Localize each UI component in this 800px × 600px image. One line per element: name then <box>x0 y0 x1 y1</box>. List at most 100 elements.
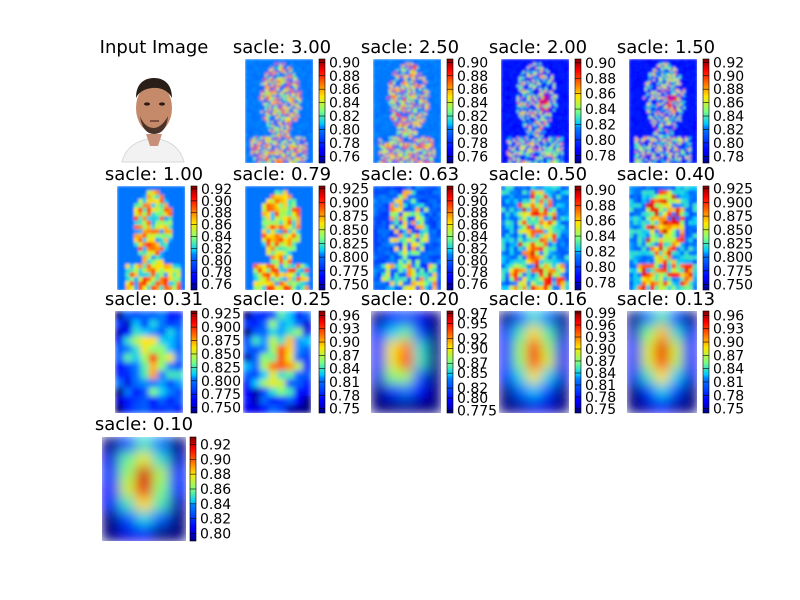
colorbar-tick-label: 0.78 <box>329 136 360 152</box>
heatmap-cells <box>629 59 697 163</box>
colorbar: 0.900.880.860.840.820.800.78 <box>574 183 616 291</box>
panel-title: sacle: 3.00 <box>233 37 331 58</box>
colorbar-tick-label: 0.750 <box>329 278 369 294</box>
colorbar-tick-label: 0.96 <box>329 308 360 324</box>
panel-title: sacle: 0.31 <box>105 289 203 310</box>
heatmap-cells <box>501 59 569 163</box>
colorbar-tick-label: 0.87 <box>457 356 488 372</box>
colorbar-tick-label: 0.75 <box>329 402 360 418</box>
colorbar-tick-label: 0.80 <box>200 527 231 543</box>
colorbar-tick-label: 0.75 <box>713 402 744 418</box>
panel-title: sacle: 0.16 <box>489 289 587 310</box>
colorbar-tick-label: 0.925 <box>201 307 241 323</box>
colorbar-tick-label: 0.84 <box>329 362 360 378</box>
colorbar-tick-label: 0.900 <box>713 195 753 211</box>
colorbar-tick-label: 0.90 <box>329 335 360 351</box>
heatmap-cells <box>627 311 697 413</box>
colorbar-tick-label: 0.75 <box>585 402 616 418</box>
colorbar-tick-label: 0.88 <box>201 206 232 222</box>
colorbar: 0.990.960.930.900.870.840.810.780.75 <box>574 306 616 418</box>
heatmap-panel <box>373 186 441 290</box>
heatmap-panel <box>115 311 183 413</box>
colorbar-tick-label: 0.80 <box>585 133 616 149</box>
colorbar-tick-label: 0.76 <box>457 149 488 165</box>
colorbar-tick-label: 0.925 <box>713 182 753 198</box>
colorbar-tick-label: 0.85 <box>457 366 488 382</box>
heatmap-cells <box>501 186 569 290</box>
colorbar-tick-label: 0.95 <box>457 316 488 332</box>
heatmap-panel <box>245 186 313 290</box>
colorbar-tick-label: 0.750 <box>201 401 241 417</box>
colorbar-tick-label: 0.80 <box>457 253 488 269</box>
colorbar-tick-label: 0.78 <box>329 388 360 404</box>
heatmap-cells <box>245 59 313 163</box>
colorbar-tick-label: 0.84 <box>457 96 488 112</box>
heatmap-panel <box>245 59 313 163</box>
colorbar-tick-label: 0.82 <box>329 109 360 125</box>
heatmap-panel <box>117 186 185 290</box>
heatmap-cells <box>371 311 441 413</box>
colorbar: 0.920.900.880.860.840.820.800.780.76 <box>190 182 232 293</box>
colorbar-tick-label: 0.84 <box>713 362 744 378</box>
colorbar-tick-label: 0.86 <box>585 87 616 103</box>
colorbar: 0.920.900.880.860.840.820.800.780.76 <box>446 182 488 293</box>
heatmap-panel <box>373 59 441 163</box>
colorbar-tick-label: 0.825 <box>329 236 369 252</box>
colorbar-tick-label: 0.800 <box>713 250 753 266</box>
panel-title: sacle: 0.79 <box>233 164 331 185</box>
colorbar-tick-label: 0.88 <box>585 71 616 87</box>
colorbar-tick-label: 0.82 <box>585 117 616 133</box>
colorbar-tick-label: 0.78 <box>713 388 744 404</box>
colorbar-tick-label: 0.92 <box>457 182 488 198</box>
colorbar-tick-label: 0.82 <box>585 244 616 260</box>
heatmap-cells <box>243 311 311 413</box>
colorbar-tick-label: 0.775 <box>713 264 753 280</box>
colorbar-tick-label: 0.88 <box>329 69 360 85</box>
colorbar-tick-label: 0.78 <box>457 136 488 152</box>
colorbar-tick-label: 0.84 <box>585 229 616 245</box>
colorbar-tick-label: 0.88 <box>713 82 744 98</box>
colorbar-tick-label: 0.93 <box>329 322 360 338</box>
panel-title: sacle: 0.10 <box>95 414 193 435</box>
heatmap-cells <box>117 186 185 290</box>
colorbar-tick-label: 0.80 <box>457 122 488 138</box>
colorbar-tick-label: 0.82 <box>713 122 744 138</box>
heatmap-panel <box>499 311 569 413</box>
colorbar-tick-label: 0.82 <box>200 512 231 528</box>
heatmap-cells <box>245 186 313 290</box>
panel-title: sacle: 1.50 <box>617 37 715 58</box>
panel-title: sacle: 0.13 <box>617 289 715 310</box>
panel-title: sacle: 2.50 <box>361 37 459 58</box>
colorbar: 0.920.900.880.860.840.820.800.78 <box>702 55 744 165</box>
heatmap-panel <box>627 311 697 413</box>
colorbar-tick-label: 0.750 <box>713 278 753 294</box>
colorbar-tick-label: 0.84 <box>585 366 616 382</box>
heatmap-cells <box>629 186 697 290</box>
colorbar-tick-label: 0.99 <box>585 306 616 322</box>
colorbar-tick-label: 0.80 <box>457 391 488 407</box>
heatmap-cells <box>102 437 186 541</box>
colorbar-tick-label: 0.80 <box>329 122 360 138</box>
colorbar-tick-label: 0.90 <box>457 341 488 357</box>
colorbar: 0.900.880.860.840.820.800.78 <box>574 56 616 164</box>
colorbar-tick-label: 0.850 <box>329 223 369 239</box>
colorbar-tick-label: 0.80 <box>713 136 744 152</box>
colorbar-tick-label: 0.78 <box>585 148 616 164</box>
panel-title: sacle: 0.63 <box>361 164 459 185</box>
panel-title: sacle: 0.50 <box>489 164 587 185</box>
panel-title: sacle: 0.20 <box>361 289 459 310</box>
colorbar-tick-label: 0.800 <box>329 250 369 266</box>
colorbar-tick-label: 0.90 <box>585 56 616 72</box>
colorbar-tick-label: 0.84 <box>457 230 488 246</box>
colorbar-tick-label: 0.90 <box>585 342 616 358</box>
input-face-image <box>118 66 190 163</box>
colorbar-tick-label: 0.86 <box>457 218 488 234</box>
colorbar-tick-label: 0.90 <box>585 183 616 199</box>
heatmap-cells <box>115 311 183 413</box>
colorbar-tick-label: 0.88 <box>585 198 616 214</box>
colorbar-tick-label: 0.850 <box>201 347 241 363</box>
